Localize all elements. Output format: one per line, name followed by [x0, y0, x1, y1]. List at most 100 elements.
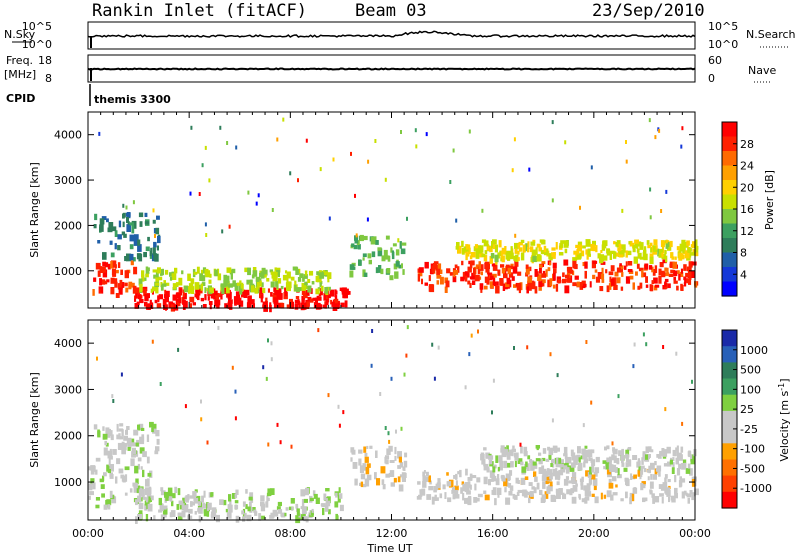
power-cell	[576, 253, 582, 260]
power-cell	[129, 244, 134, 250]
power-cell	[493, 244, 497, 250]
power-cell	[124, 270, 129, 279]
power-cell	[202, 304, 207, 309]
velocity-cell	[404, 452, 408, 458]
power-cell	[377, 248, 383, 257]
power-cell	[343, 291, 347, 296]
velocity-cell	[573, 457, 578, 466]
power-cell	[297, 277, 302, 282]
power-colorbar-swatch	[722, 238, 737, 254]
velocity-cell	[560, 466, 566, 473]
power-cell	[102, 269, 108, 278]
power-cell	[651, 280, 654, 284]
velocity-cell	[516, 492, 520, 496]
power-cell	[401, 263, 403, 269]
power-cell	[277, 270, 280, 277]
velocity-cell	[90, 478, 95, 485]
velocity-cell	[593, 484, 597, 491]
velocity-cell	[464, 483, 470, 487]
power-cell	[332, 303, 338, 311]
velocity-cell	[120, 372, 123, 377]
velocity-cell	[565, 467, 570, 474]
power-cell	[590, 243, 595, 251]
velocity-cell	[109, 490, 113, 499]
power-cell	[307, 279, 311, 283]
power-cell	[518, 247, 523, 252]
power-cell	[239, 288, 243, 295]
power-cell	[104, 262, 109, 268]
power-cell	[525, 267, 530, 275]
velocity-cell	[107, 469, 111, 474]
power-cell	[381, 255, 386, 262]
time-axis-label: Time UT	[366, 542, 412, 554]
power-cell	[257, 193, 260, 198]
velocity-cell	[431, 342, 434, 347]
power-colorbar-swatch	[722, 267, 737, 283]
velocity-cell	[678, 463, 682, 470]
power-cell	[500, 250, 503, 259]
power-cell	[150, 288, 154, 293]
power-cell	[200, 269, 204, 276]
velocity-cell	[630, 475, 636, 480]
power-cell	[669, 240, 673, 248]
power-cell	[677, 270, 680, 275]
power-cell	[262, 287, 266, 294]
power-cell	[481, 253, 486, 257]
power-cell	[309, 298, 314, 303]
velocity-cell	[506, 451, 511, 460]
power-cell	[621, 244, 626, 250]
velocity-cell	[620, 455, 625, 460]
power-cell	[538, 247, 543, 252]
velocity-cell	[621, 462, 625, 467]
velocity-cell	[687, 497, 690, 504]
power-cell	[580, 250, 585, 257]
velocity-cell	[538, 452, 542, 456]
velocity-cell	[455, 473, 458, 480]
power-cell	[195, 291, 200, 299]
velocity-cell	[167, 494, 172, 501]
power-cell	[508, 265, 513, 270]
power-cell	[526, 286, 529, 294]
velocity-cell	[503, 478, 508, 487]
nsky-right-tick-top: 10^5	[708, 20, 738, 33]
power-cell	[286, 278, 289, 283]
power-cell	[453, 270, 456, 278]
velocity-cell	[528, 497, 531, 504]
time-tick-label: 04:00	[173, 527, 205, 540]
velocity-cell	[681, 491, 685, 499]
power-cell	[295, 269, 299, 275]
power-cell	[165, 290, 170, 297]
power-cell	[188, 286, 192, 294]
power-cell	[621, 272, 624, 277]
power-cell	[238, 283, 241, 292]
velocity-cell	[672, 462, 675, 470]
velocity-cell	[277, 501, 282, 507]
power-cell	[145, 273, 149, 278]
power-cell	[130, 282, 135, 288]
velocity-cell	[423, 475, 426, 479]
velocity-cell	[464, 484, 469, 493]
power-cell	[468, 129, 471, 134]
velocity-cell	[528, 491, 533, 496]
power-cell	[349, 270, 354, 278]
velocity-cell	[532, 461, 537, 466]
velocity-cell	[192, 491, 197, 498]
power-cell	[572, 260, 577, 269]
power-cell	[483, 285, 488, 290]
power-cell	[541, 261, 546, 265]
velocity-cell	[121, 475, 125, 482]
power-cell	[257, 288, 260, 294]
velocity-cell	[148, 487, 152, 495]
power-cell	[650, 247, 653, 253]
velocity-cell	[553, 446, 558, 453]
velocity-cell	[642, 332, 645, 337]
power-cell	[247, 297, 251, 304]
power-cell	[621, 208, 624, 213]
power-cell	[117, 245, 121, 251]
velocity-cell	[587, 471, 592, 478]
velocity-colorbar-label: 100	[740, 383, 761, 396]
power-cell	[591, 260, 596, 269]
velocity-cell	[549, 472, 553, 480]
power-cell	[111, 268, 116, 276]
power-cell	[384, 255, 390, 260]
